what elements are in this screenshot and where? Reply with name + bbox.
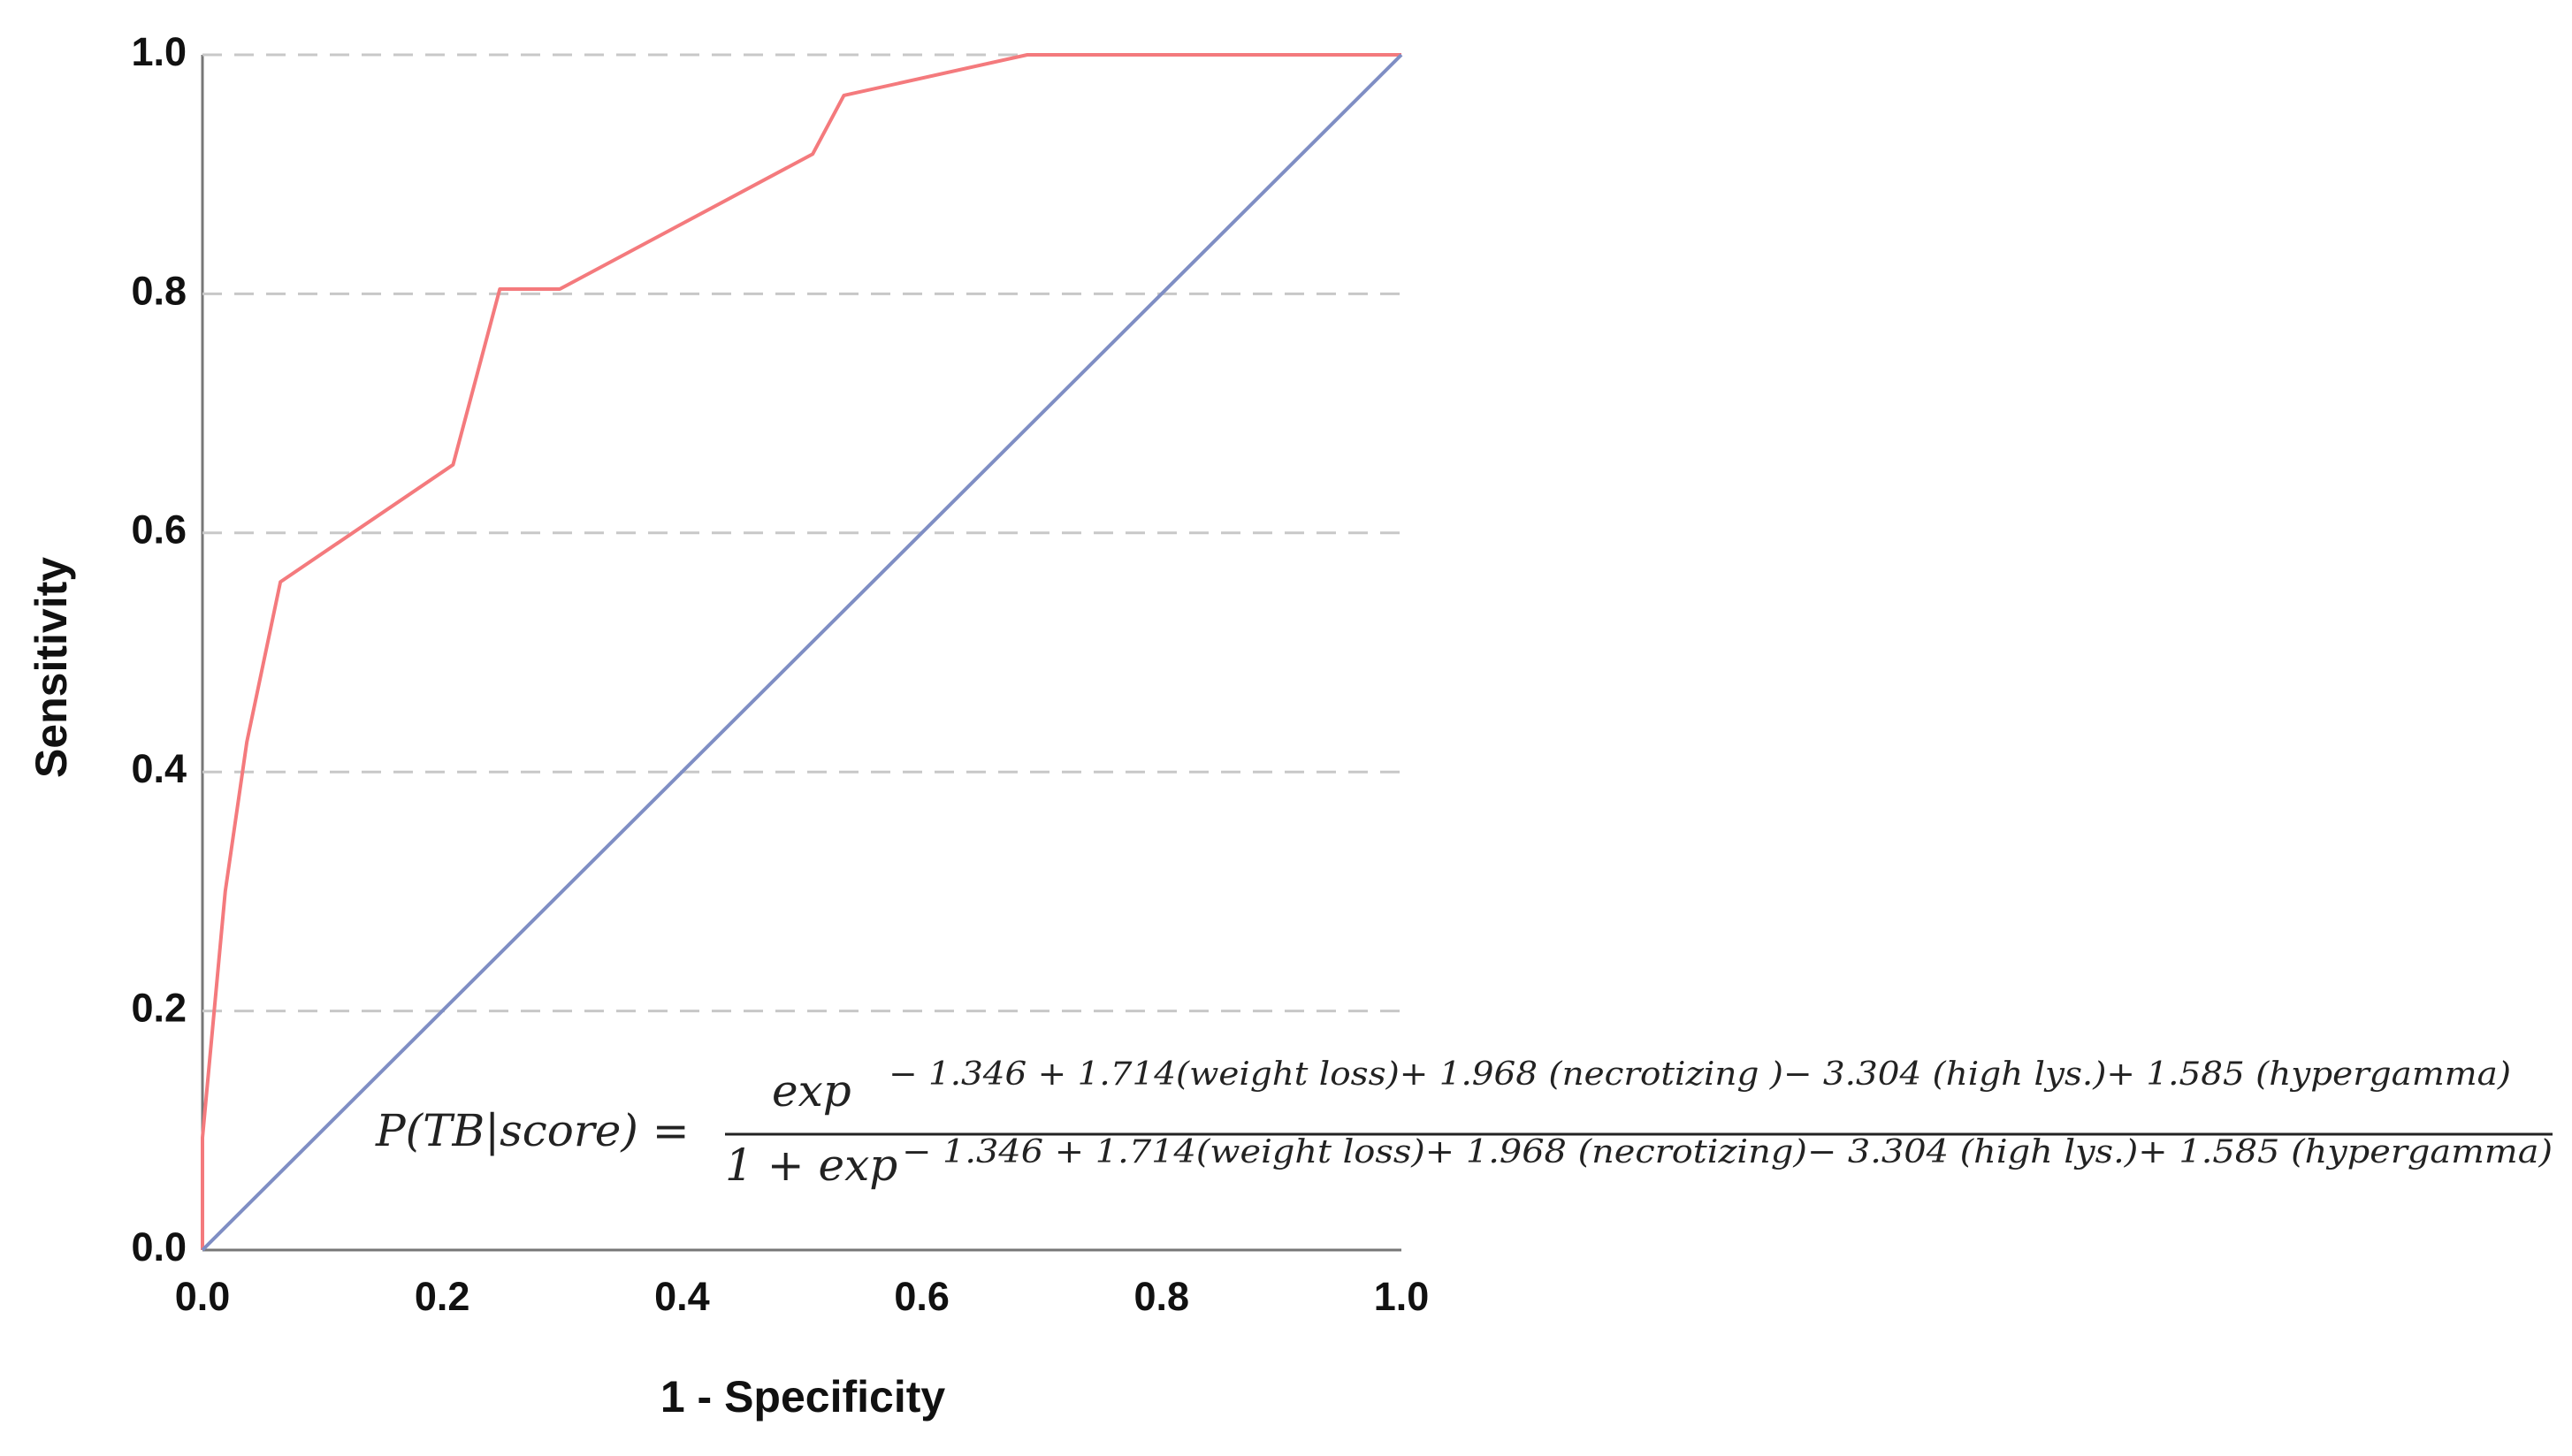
- roc-line: [201, 53, 1403, 1252]
- roc-line: [201, 53, 1401, 1250]
- x-tick-label: 0.8: [1134, 1274, 1190, 1319]
- x-tick-label: 0.0: [175, 1274, 231, 1319]
- x-tick-label: 1.0: [1374, 1274, 1430, 1319]
- formula-numerator-exponent: − 1.346 + 1.714(weight loss)+ 1.968 (nec…: [889, 1056, 2511, 1093]
- x-tick-label: 0.2: [415, 1274, 470, 1319]
- y-tick-label: 0.6: [131, 507, 187, 553]
- x-axis-label: 1 - Specificity: [660, 1372, 946, 1422]
- y-tick-label: 0.2: [131, 985, 187, 1030]
- y-tick-label: 1.0: [131, 29, 187, 74]
- y-tick-label: 0.0: [131, 1224, 187, 1269]
- formula-denominator: 1 + exp: [725, 1140, 897, 1191]
- formula-numerator: exp: [772, 1065, 851, 1117]
- plot-area: 0.0 0.2 0.4 0.6 0.8 1.0 0.0 0.2 0.4 0.6 0.8 1.0: [131, 29, 1429, 1319]
- x-tick-label: 0.4: [654, 1274, 710, 1319]
- formula-lhs: P(TB|score) =: [375, 1105, 690, 1156]
- y-tick-label: 0.8: [131, 268, 187, 313]
- formula: P(TB|score) = exp − 1.346 + 1.714(weight…: [375, 1056, 2553, 1191]
- y-tick-label: 0.4: [131, 746, 187, 791]
- x-tick-label: 0.6: [894, 1274, 950, 1319]
- y-axis-label: Sensitivity: [27, 557, 76, 778]
- formula-denominator-exponent: − 1.346 + 1.714(weight loss)+ 1.968 (nec…: [902, 1134, 2553, 1170]
